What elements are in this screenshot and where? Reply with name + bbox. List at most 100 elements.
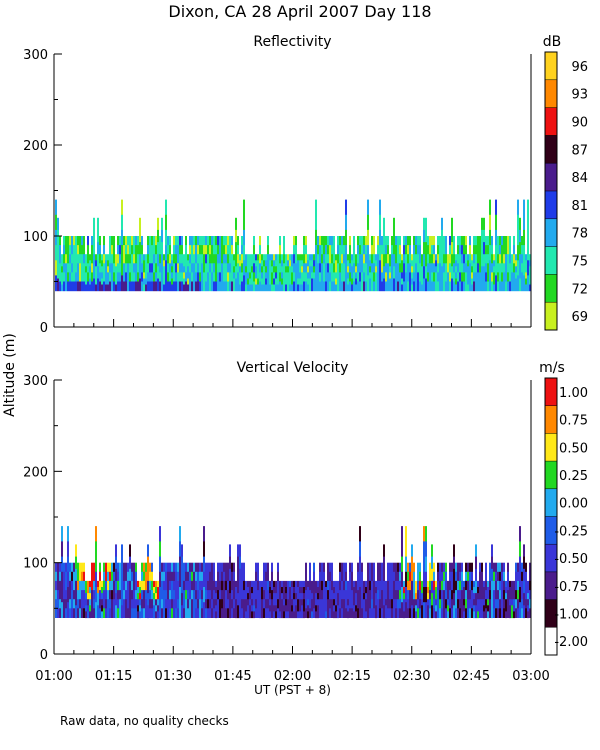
data-cell xyxy=(209,571,211,582)
data-cell xyxy=(219,236,221,246)
data-cell xyxy=(487,605,489,612)
data-cell xyxy=(269,580,271,588)
data-cell xyxy=(95,278,97,286)
data-cell xyxy=(275,266,277,273)
data-cell xyxy=(203,281,205,292)
data-cell xyxy=(459,236,461,246)
data-cell xyxy=(219,590,221,600)
data-cell xyxy=(317,599,319,606)
data-cell xyxy=(141,608,143,618)
data-cell xyxy=(517,245,519,261)
data-cell xyxy=(483,593,485,600)
data-cell xyxy=(393,278,395,292)
data-cell xyxy=(137,272,139,283)
data-cell xyxy=(493,608,495,618)
data-cell xyxy=(123,590,125,600)
data-cell xyxy=(511,284,513,292)
data-cell xyxy=(449,272,451,283)
data-cell xyxy=(291,605,293,612)
data-cell xyxy=(489,608,491,618)
data-cell xyxy=(399,580,401,591)
data-cell xyxy=(331,245,333,255)
data-cell xyxy=(433,245,435,255)
data-cell xyxy=(335,272,337,280)
data-cell xyxy=(483,254,485,267)
data-cell xyxy=(311,272,313,280)
data-cell xyxy=(131,245,133,255)
data-cell xyxy=(145,599,147,609)
data-cell xyxy=(451,278,453,292)
data-cell xyxy=(525,272,527,280)
data-cell xyxy=(113,571,115,582)
data-cell xyxy=(211,272,213,283)
data-cell xyxy=(441,229,443,243)
data-cell xyxy=(177,580,179,591)
data-cell xyxy=(497,263,499,273)
data-cell xyxy=(519,602,521,618)
data-cell xyxy=(513,580,515,588)
data-cell xyxy=(455,278,457,286)
data-cell xyxy=(129,580,131,594)
data-cell xyxy=(439,254,441,264)
data-cell xyxy=(267,599,269,609)
data-cell xyxy=(239,556,241,570)
data-cell xyxy=(237,281,239,292)
data-cell xyxy=(469,254,471,264)
data-cell xyxy=(431,593,433,606)
data-cell xyxy=(185,263,187,273)
data-cell xyxy=(389,278,391,286)
data-cell xyxy=(223,608,225,618)
data-cell xyxy=(179,263,181,273)
data-cell xyxy=(409,272,411,283)
data-cell xyxy=(249,260,251,267)
data-cell xyxy=(463,580,465,588)
data-cell xyxy=(441,266,443,279)
data-cell xyxy=(67,602,69,618)
data-cell xyxy=(525,562,527,573)
data-cell xyxy=(381,599,383,609)
data-cell xyxy=(435,580,437,588)
data-cell xyxy=(221,263,223,273)
data-cell xyxy=(429,245,431,255)
data-cell xyxy=(219,580,221,591)
data-cell xyxy=(417,571,419,582)
data-cell xyxy=(515,278,517,286)
data-cell xyxy=(477,580,479,588)
data-cell xyxy=(229,281,231,292)
data-cell xyxy=(497,608,499,618)
data-cell xyxy=(111,281,113,292)
data-cell xyxy=(379,608,381,618)
data-cell xyxy=(401,541,403,558)
data-cell xyxy=(503,608,505,618)
data-cell xyxy=(203,571,205,588)
data-cell xyxy=(337,272,339,283)
data-cell xyxy=(249,611,251,619)
data-cell xyxy=(457,571,459,582)
data-cell xyxy=(459,562,461,573)
data-cell xyxy=(213,272,215,283)
data-cell xyxy=(479,580,481,591)
data-cell xyxy=(389,590,391,600)
data-cell xyxy=(485,254,487,264)
data-cell xyxy=(411,278,413,286)
data-cell xyxy=(273,272,275,280)
data-cell xyxy=(463,611,465,619)
data-cell xyxy=(363,605,365,612)
data-cell xyxy=(123,580,125,591)
data-cell xyxy=(479,263,481,273)
data-cell xyxy=(449,245,451,255)
data-cell xyxy=(493,266,495,273)
data-cell xyxy=(91,272,93,283)
data-cell xyxy=(271,254,273,261)
data-cell xyxy=(391,272,393,283)
data-cell xyxy=(313,260,315,267)
data-cell xyxy=(419,281,421,292)
data-cell xyxy=(405,263,407,273)
data-cell xyxy=(197,562,199,573)
data-cell xyxy=(389,272,391,280)
data-cell xyxy=(319,281,321,292)
data-cell xyxy=(117,281,119,292)
data-cell xyxy=(149,245,151,255)
data-cell xyxy=(253,593,255,600)
data-cell xyxy=(233,254,235,261)
